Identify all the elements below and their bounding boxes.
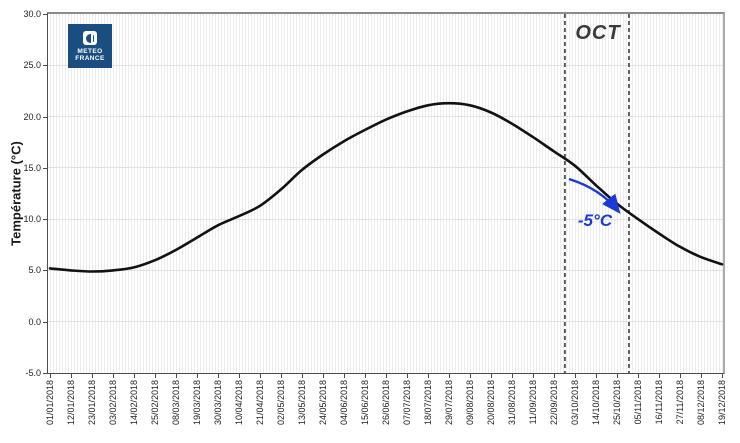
y-tick-mark	[43, 14, 47, 15]
y-gridline	[48, 321, 723, 323]
x-tick-mark	[701, 374, 702, 378]
y-tick-label: 5.0	[28, 265, 41, 276]
x-tick-mark	[722, 374, 723, 378]
logo-text: METEO FRANCE	[75, 48, 105, 62]
x-tick-mark	[113, 374, 114, 378]
x-tick-mark	[407, 374, 408, 378]
y-tick-label: 15.0	[23, 162, 41, 173]
x-tick-mark	[428, 374, 429, 378]
meteo-france-globe-icon	[83, 31, 97, 45]
y-tick-label: 10.0	[23, 214, 41, 225]
plot-area	[47, 12, 725, 374]
y-gridline	[48, 269, 723, 271]
x-tick-mark	[554, 374, 555, 378]
x-tick-mark	[659, 374, 660, 378]
x-tick-mark	[281, 374, 282, 378]
y-tick-label: 25.0	[23, 60, 41, 71]
x-tick-mark	[680, 374, 681, 378]
x-tick-mark	[386, 374, 387, 378]
x-tick-mark	[596, 374, 597, 378]
y-tick-mark	[43, 65, 47, 67]
x-tick-mark	[92, 374, 93, 378]
x-tick-mark	[470, 374, 471, 378]
x-tick-mark	[239, 374, 240, 378]
y-tick-mark	[43, 167, 47, 169]
y-gridline	[48, 167, 723, 169]
x-tick-mark	[533, 374, 534, 378]
y-tick-label: 20.0	[23, 111, 41, 122]
y-tick-mark	[43, 116, 47, 118]
y-tick-mark	[43, 270, 47, 272]
x-tick-mark	[260, 374, 261, 378]
x-tick-label: 19/12/2018	[717, 380, 727, 426]
x-tick-mark	[449, 374, 450, 378]
x-tick-mark	[512, 374, 513, 378]
x-tick-mark	[134, 374, 135, 378]
x-tick-mark	[344, 374, 345, 378]
y-axis-title: Température (°C)	[8, 141, 24, 246]
y-gridline	[48, 116, 723, 118]
y-tick-mark	[43, 321, 47, 323]
y-gridline	[48, 64, 723, 66]
y-tick-label: 0.0	[28, 316, 41, 327]
x-tick-mark	[302, 374, 303, 378]
meteo-france-logo: METEO FRANCE	[68, 24, 112, 68]
y-gridline	[48, 218, 723, 220]
y-tick-label: -5.0	[25, 368, 41, 378]
x-tick-mark	[491, 374, 492, 378]
x-tick-mark	[575, 374, 576, 378]
x-tick-mark	[365, 374, 366, 378]
x-tick-mark	[323, 374, 324, 378]
x-tick-mark	[50, 374, 51, 378]
x-tick-mark	[218, 374, 219, 378]
temperature-drop-label: -5°C	[577, 211, 613, 230]
y-tick-mark	[43, 219, 47, 221]
y-tick-mark	[43, 373, 47, 374]
october-month-label: OCT	[575, 22, 621, 44]
x-tick-mark	[71, 374, 72, 378]
x-tick-mark	[155, 374, 156, 378]
x-tick-mark	[176, 374, 177, 378]
x-tick-mark	[617, 374, 618, 378]
y-tick-label: 30.0	[23, 9, 41, 19]
x-tick-mark	[638, 374, 639, 378]
x-tick-mark	[197, 374, 198, 378]
